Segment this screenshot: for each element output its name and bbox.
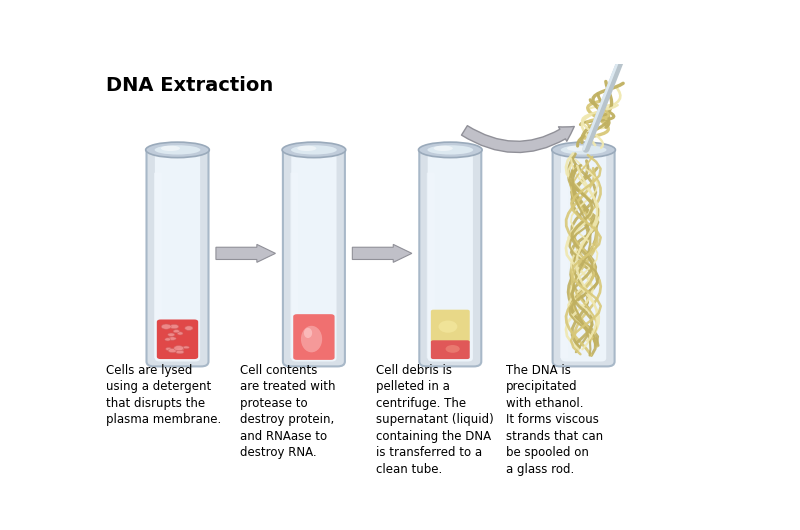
FancyBboxPatch shape — [283, 147, 345, 366]
Ellipse shape — [567, 146, 586, 151]
Ellipse shape — [183, 346, 190, 349]
FancyBboxPatch shape — [419, 147, 482, 366]
Ellipse shape — [418, 142, 482, 157]
Ellipse shape — [169, 337, 176, 340]
Ellipse shape — [301, 326, 322, 352]
FancyBboxPatch shape — [154, 172, 162, 359]
FancyBboxPatch shape — [560, 172, 568, 359]
Ellipse shape — [561, 145, 606, 155]
Ellipse shape — [146, 142, 210, 157]
Ellipse shape — [434, 146, 453, 151]
FancyArrowPatch shape — [462, 126, 574, 153]
Ellipse shape — [154, 145, 201, 155]
Text: Cells are lysed
using a detergent
that disrupts the
plasma membrane.: Cells are lysed using a detergent that d… — [106, 364, 222, 426]
Text: DNA Extraction: DNA Extraction — [106, 76, 274, 95]
Ellipse shape — [165, 338, 170, 341]
Ellipse shape — [298, 146, 316, 151]
Ellipse shape — [170, 324, 178, 329]
Ellipse shape — [166, 347, 171, 350]
FancyBboxPatch shape — [294, 314, 334, 360]
Ellipse shape — [552, 142, 615, 157]
Text: Cell contents
are treated with
protease to
destroy protein,
and RNAase to
destro: Cell contents are treated with protease … — [239, 364, 335, 459]
Ellipse shape — [174, 346, 184, 351]
FancyBboxPatch shape — [428, 154, 473, 361]
Ellipse shape — [161, 146, 180, 151]
FancyBboxPatch shape — [553, 147, 614, 366]
FancyBboxPatch shape — [290, 172, 298, 359]
Ellipse shape — [438, 321, 458, 333]
Ellipse shape — [168, 333, 174, 337]
FancyBboxPatch shape — [146, 147, 209, 366]
FancyBboxPatch shape — [431, 340, 470, 359]
Ellipse shape — [291, 145, 337, 155]
Ellipse shape — [162, 324, 171, 329]
Ellipse shape — [176, 350, 184, 354]
FancyArrow shape — [216, 244, 275, 262]
Ellipse shape — [168, 349, 177, 352]
Ellipse shape — [282, 142, 346, 157]
FancyBboxPatch shape — [291, 154, 337, 361]
FancyBboxPatch shape — [561, 154, 606, 361]
Ellipse shape — [178, 332, 183, 335]
Ellipse shape — [446, 345, 460, 353]
FancyBboxPatch shape — [426, 172, 434, 359]
FancyBboxPatch shape — [155, 154, 200, 361]
Ellipse shape — [185, 326, 193, 330]
Ellipse shape — [304, 328, 312, 338]
Text: The DNA is
precipitated
with ethanol.
It forms viscous
strands that can
be spool: The DNA is precipitated with ethanol. It… — [506, 364, 603, 475]
FancyArrow shape — [352, 244, 412, 262]
Text: Cell debris is
pelleted in a
centrifuge. The
supernatant (liquid)
containing the: Cell debris is pelleted in a centrifuge.… — [376, 364, 494, 475]
Ellipse shape — [427, 145, 474, 155]
FancyBboxPatch shape — [157, 320, 198, 359]
FancyBboxPatch shape — [431, 310, 470, 343]
Ellipse shape — [173, 330, 179, 333]
Ellipse shape — [177, 348, 184, 351]
